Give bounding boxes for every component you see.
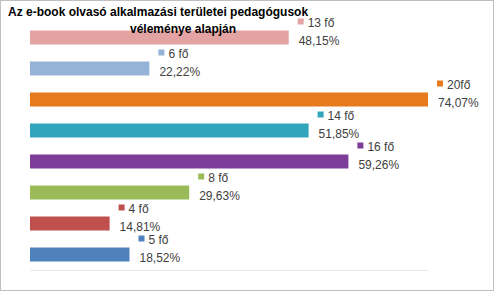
bar: [30, 62, 149, 76]
chart-frame: [1, 1, 494, 291]
data-label: 4 fő: [129, 202, 149, 216]
bar: [30, 155, 348, 169]
data-label: 13 fő: [308, 16, 335, 30]
data-label: 14 fő: [328, 109, 355, 123]
data-labels: 13 fő 48,15% 6 fő 22,22% 20fő 74,07% 14 fő 51,8…: [119, 16, 479, 265]
data-label: 8 fő: [208, 171, 228, 185]
label-marker: [298, 19, 304, 25]
data-label: 18,52%: [140, 251, 181, 265]
title: Az e-book olvasó alkalmazási területei p…: [8, 5, 308, 36]
bar: [30, 248, 130, 262]
bar: [30, 124, 309, 138]
data-label: 74,07%: [438, 96, 479, 110]
bar: [30, 93, 428, 107]
label-marker: [437, 81, 443, 87]
data-label: 22,22%: [159, 65, 200, 79]
label-marker: [318, 112, 324, 118]
data-label: 16 fő: [367, 140, 394, 154]
data-label: 6 fő: [168, 47, 188, 61]
data-label: 59,26%: [358, 158, 399, 172]
chart-root: 13 fő 48,15% 6 fő 22,22% 20fő 74,07% 14 fő 51,8…: [0, 0, 494, 291]
label-marker: [198, 174, 204, 180]
label-marker: [139, 236, 145, 242]
data-label: 20fő: [447, 78, 471, 92]
label-marker: [357, 143, 363, 149]
label-marker: [158, 50, 164, 56]
bars: [30, 31, 428, 262]
data-label: 29,63%: [199, 189, 240, 203]
data-label: 51,85%: [319, 127, 360, 141]
bar: [30, 217, 110, 231]
chart: 13 fő 48,15% 6 fő 22,22% 20fő 74,07% 14 fő 51,8…: [0, 0, 494, 291]
data-label: 5 fő: [149, 233, 169, 247]
data-label: 14,81%: [120, 220, 161, 234]
label-marker: [119, 205, 125, 211]
data-label: 48,15%: [299, 34, 340, 48]
x-axis-line: [30, 270, 428, 271]
bar: [30, 186, 189, 200]
